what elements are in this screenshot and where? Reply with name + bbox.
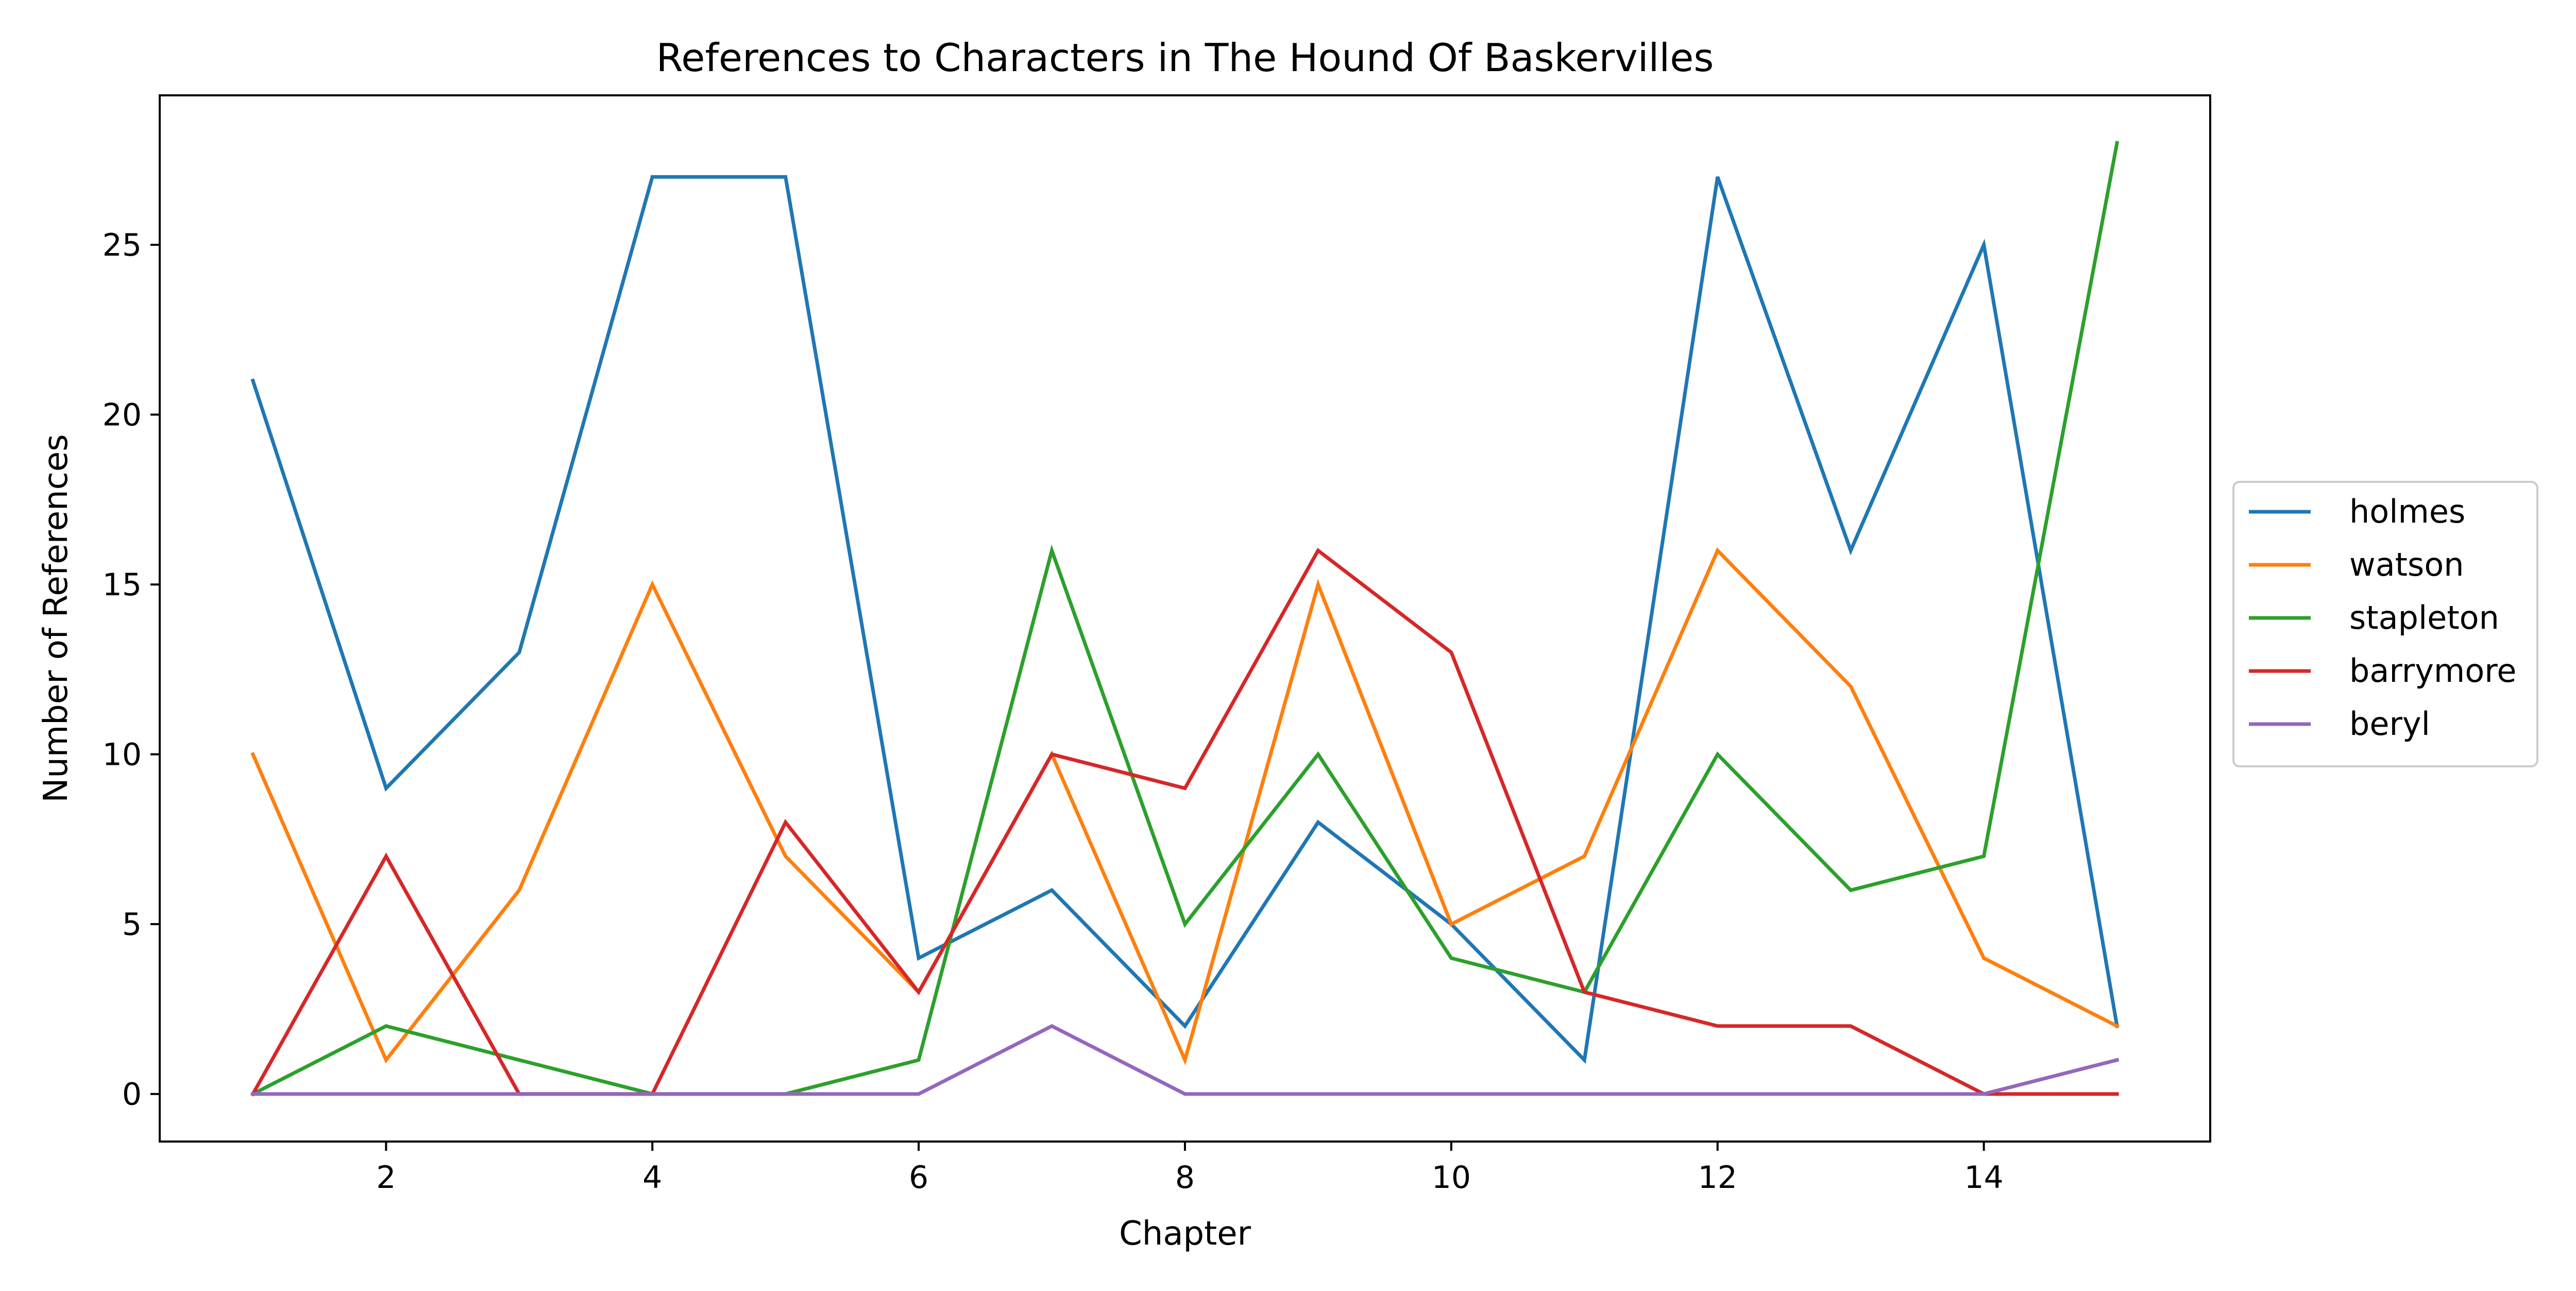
- x-tick-label: 14: [1964, 1160, 2003, 1196]
- y-axis-ticks: 0 5 10 15 20 25: [103, 227, 160, 1113]
- x-tick-label: 4: [642, 1160, 662, 1196]
- series-lines: [250, 141, 2120, 1097]
- series-line-holmes: [250, 175, 2120, 1064]
- legend-label-watson: watson: [2349, 546, 2464, 583]
- y-tick-label: 25: [103, 227, 142, 263]
- y-tick-label: 15: [103, 567, 142, 603]
- x-tick-label: 10: [1432, 1160, 1471, 1196]
- x-tick-label: 6: [909, 1160, 928, 1196]
- legend-label-holmes: holmes: [2349, 493, 2465, 530]
- x-axis-ticks: 2 4 6 8 10 12 14: [376, 1142, 2004, 1196]
- x-axis-label: Chapter: [1119, 1215, 1251, 1253]
- legend-label-stapleton: stapleton: [2349, 599, 2499, 636]
- plot-area-frame: [159, 94, 2211, 1143]
- legend-label-beryl: beryl: [2349, 705, 2430, 743]
- x-tick-label: 2: [376, 1160, 396, 1196]
- y-axis-label: Number of References: [37, 434, 75, 802]
- series-line-watson: [250, 547, 2120, 1066]
- legend: holmes watson stapleton barrymore beryl: [2232, 481, 2538, 767]
- y-tick-label: 20: [103, 397, 142, 433]
- y-tick-label: 5: [122, 907, 142, 943]
- legend-box: [2232, 481, 2538, 767]
- x-tick-label: 12: [1698, 1160, 1737, 1196]
- y-tick-label: 10: [103, 737, 142, 773]
- legend-label-barrymore: barrymore: [2349, 652, 2517, 690]
- series-line-beryl: [251, 1024, 2120, 1096]
- series-line-stapleton: [250, 141, 2120, 1097]
- x-tick-label: 8: [1175, 1160, 1195, 1196]
- y-tick-label: 0: [122, 1077, 142, 1113]
- chart-title: References to Characters in The Hound Of…: [656, 35, 1714, 80]
